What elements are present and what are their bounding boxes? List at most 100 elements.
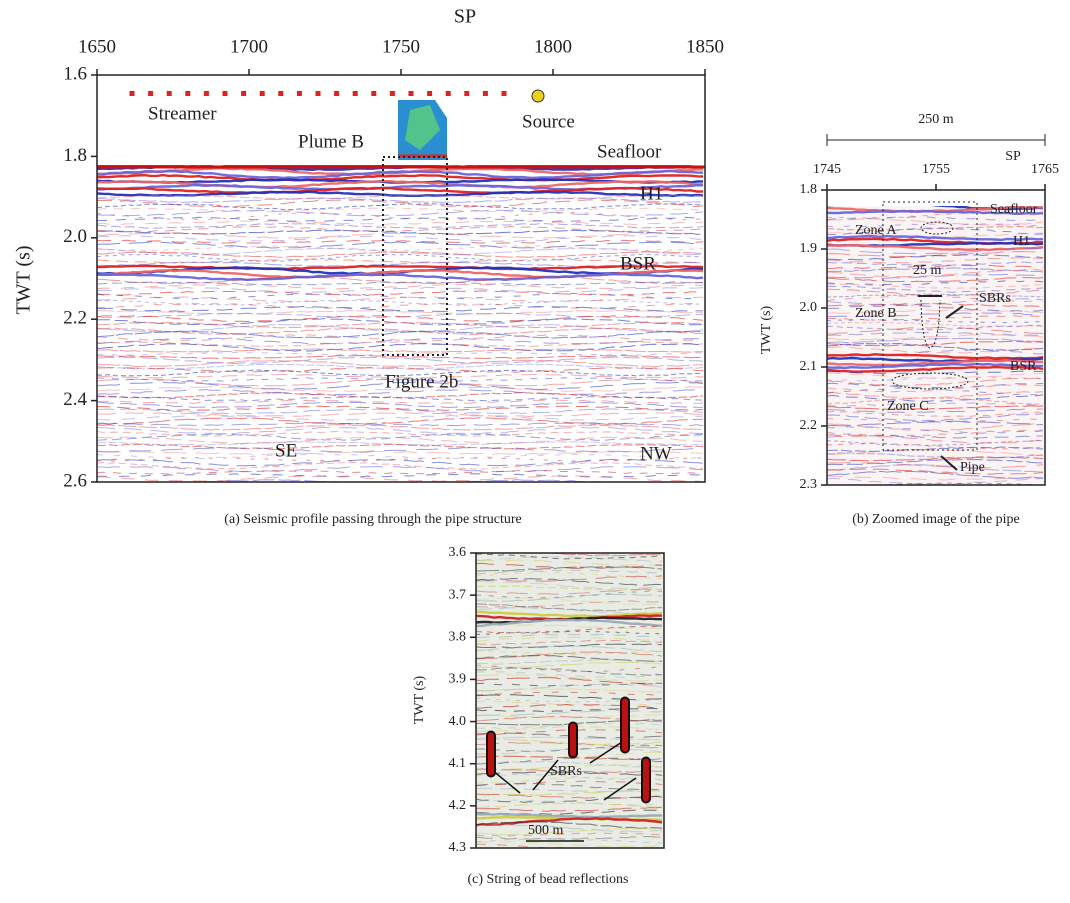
- reflector: [97, 281, 704, 286]
- reflector: [827, 418, 1044, 423]
- reflector: [97, 251, 704, 258]
- reflector: [97, 363, 704, 370]
- annotation: Figure 2b: [385, 371, 458, 392]
- reflector: [97, 341, 704, 347]
- reflector: [827, 446, 1044, 452]
- zone-a: [920, 221, 954, 235]
- annotation: Zone C: [887, 399, 929, 414]
- annotation: Pipe: [960, 460, 985, 475]
- scale-label: 250 m: [918, 112, 954, 127]
- annotation: H1: [640, 183, 663, 204]
- reflector: [827, 397, 1044, 406]
- reflector: [827, 273, 1044, 279]
- reflector: [97, 430, 704, 437]
- reflector: [97, 433, 704, 441]
- reflector: [97, 286, 704, 293]
- reflector: [476, 643, 663, 649]
- reflector: [827, 209, 1044, 216]
- reflector: [97, 309, 704, 315]
- reflector: [827, 391, 1044, 399]
- y-tick-label: 2.0: [63, 226, 87, 247]
- reflector: [827, 227, 1044, 236]
- reflector: [827, 477, 1044, 485]
- water-column: [827, 190, 1045, 206]
- streamer-dot: [241, 91, 247, 96]
- reflector: [97, 283, 703, 290]
- bead-string: [568, 721, 578, 759]
- reflector: [827, 268, 1044, 278]
- y-tick-label: 1.8: [800, 182, 818, 197]
- reflector: [97, 343, 704, 352]
- seismic-image: [476, 553, 664, 848]
- reflector: [97, 483, 703, 487]
- arrow: [589, 741, 623, 764]
- reflector: [97, 290, 704, 296]
- reflector: [97, 465, 703, 473]
- reflector: [97, 276, 704, 285]
- reflector: [476, 565, 663, 572]
- reflector: [476, 654, 663, 663]
- reflector: [827, 362, 1044, 370]
- x-tick-label: 1750: [382, 36, 420, 57]
- reflector: [827, 312, 1044, 318]
- bead-string: [641, 756, 651, 804]
- reflector: [476, 659, 663, 665]
- reflector: [476, 651, 663, 660]
- reflector: [97, 321, 704, 329]
- reflector: [476, 709, 663, 716]
- reflector: [97, 337, 704, 345]
- arrow: [945, 305, 964, 319]
- reflector: [476, 827, 663, 836]
- reflector: [827, 377, 1044, 387]
- y-axis-label: TWT (s): [412, 675, 427, 724]
- reflector: [476, 597, 663, 605]
- reflector: [476, 624, 663, 630]
- streamer-dot: [389, 91, 395, 96]
- reflector: [476, 600, 663, 608]
- seismic-image: [827, 190, 1045, 485]
- reflector: [476, 636, 663, 642]
- annotation: H1: [1013, 234, 1030, 249]
- x-tick-label: 1745: [813, 162, 841, 177]
- reflector: [476, 688, 663, 694]
- reflector: [827, 285, 1044, 293]
- reflector: [97, 366, 703, 373]
- reflector: [476, 673, 663, 682]
- reflector: [97, 369, 704, 377]
- reflector: [97, 323, 704, 333]
- reflector: [827, 452, 1044, 459]
- reflector: [827, 394, 1044, 402]
- reflector: [97, 399, 704, 405]
- reflector: [97, 401, 704, 409]
- reflector: [476, 667, 663, 676]
- x-tick-label: 1800: [534, 36, 572, 57]
- reflector: [97, 315, 704, 323]
- reflector: [97, 299, 704, 306]
- y-tick-label: 4.1: [449, 756, 467, 771]
- arrow: [532, 759, 559, 791]
- reflector: [97, 408, 704, 415]
- reflector: [827, 462, 1044, 469]
- reflector: [476, 555, 662, 562]
- reflector: [97, 199, 704, 208]
- reflector: [476, 795, 663, 803]
- streamer-dot: [222, 91, 228, 96]
- reflector: [476, 768, 662, 774]
- reflector: [476, 698, 663, 703]
- reflector: [97, 247, 704, 256]
- panel-caption: (b) Zoomed image of the pipe: [852, 512, 1020, 527]
- reflector: [827, 435, 1044, 444]
- reflector: [476, 618, 663, 628]
- streamer-dot: [315, 91, 321, 96]
- reflector: [827, 216, 1044, 222]
- arrow: [940, 455, 958, 471]
- reflector: [476, 824, 662, 833]
- reflector: [827, 365, 1044, 373]
- reflector: [476, 771, 663, 776]
- reflector: [476, 790, 663, 796]
- reflector: [827, 372, 1044, 379]
- streamer-dot: [408, 91, 414, 96]
- zone-c: [891, 372, 969, 390]
- reflector: [476, 571, 663, 580]
- reflector: [97, 235, 703, 242]
